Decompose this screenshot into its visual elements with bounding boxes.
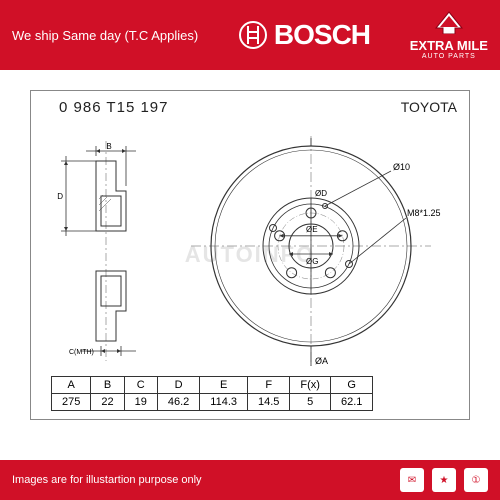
dim-d-label: D — [57, 192, 63, 201]
td-a: 275 — [52, 394, 91, 411]
td-f: 14.5 — [248, 394, 290, 411]
th-f: F — [248, 377, 290, 394]
express-post-icon: ✉ — [400, 468, 424, 492]
th-b: B — [91, 377, 124, 394]
th-g: G — [330, 377, 372, 394]
td-e: 114.3 — [200, 394, 248, 411]
dim-e-label: ØE — [306, 225, 318, 234]
th-fx: F(x) — [290, 377, 331, 394]
td-d: 46.2 — [157, 394, 199, 411]
bolt-spec-label: M8*1.25 — [407, 208, 441, 218]
table-value-row: 275 22 19 46.2 114.3 14.5 5 62.1 — [52, 394, 373, 411]
rotor-front-view: ØE ØG ØD ØA M8*1.25 Ø10 — [181, 131, 461, 386]
technical-diagram: 0 986 T15 197 TOYOTA AUTOINFO B C(MTH) D — [30, 90, 470, 420]
dim-d2-label: ØD — [315, 189, 327, 198]
bosch-armature-icon — [238, 20, 268, 50]
hole-dim-label: Ø10 — [393, 162, 410, 172]
badge-group: ✉ ★ ① — [400, 468, 488, 492]
dim-a-label: ØA — [315, 356, 328, 366]
extra-mile-subtext: AUTO PARTS — [410, 53, 488, 60]
dim-g-label: ØG — [306, 257, 318, 266]
brand-label: TOYOTA — [401, 99, 457, 115]
th-e: E — [200, 377, 248, 394]
bottom-banner: Images are for illustartion purpose only… — [0, 460, 500, 500]
table-header-row: A B C D E F F(x) G — [52, 377, 373, 394]
dim-c-label: C(MTH) — [69, 349, 94, 356]
top-banner: We ship Same day (T.C Applies) BOSCH EXT… — [0, 0, 500, 70]
dim-b-label: B — [106, 142, 111, 151]
extra-mile-logo: EXTRA MILE AUTO PARTS — [410, 10, 488, 60]
part-number: 0 986 T15 197 — [59, 99, 168, 116]
rotor-side-view: B C(MTH) D — [51, 141, 141, 366]
warranty-badge-icon: ① — [464, 468, 488, 492]
extra-mile-text: EXTRA MILE — [410, 39, 488, 53]
th-c: C — [124, 377, 157, 394]
dimension-table: A B C D E F F(x) G 275 22 19 46.2 114.3 … — [51, 376, 373, 411]
disclaimer-text: Images are for illustartion purpose only — [12, 474, 202, 486]
bosch-logo-text: BOSCH — [274, 19, 370, 51]
td-c: 19 — [124, 394, 157, 411]
td-fx: 5 — [290, 394, 331, 411]
td-g: 62.1 — [330, 394, 372, 411]
optional-badge-icon: ★ — [432, 468, 456, 492]
td-b: 22 — [91, 394, 124, 411]
arrow-up-icon — [430, 10, 468, 34]
th-a: A — [52, 377, 91, 394]
bosch-logo: BOSCH — [238, 19, 370, 51]
th-d: D — [157, 377, 199, 394]
ship-text: We ship Same day (T.C Applies) — [12, 28, 198, 43]
